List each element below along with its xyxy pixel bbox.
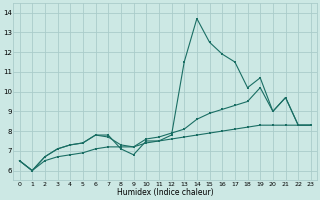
X-axis label: Humidex (Indice chaleur): Humidex (Indice chaleur) bbox=[117, 188, 213, 197]
